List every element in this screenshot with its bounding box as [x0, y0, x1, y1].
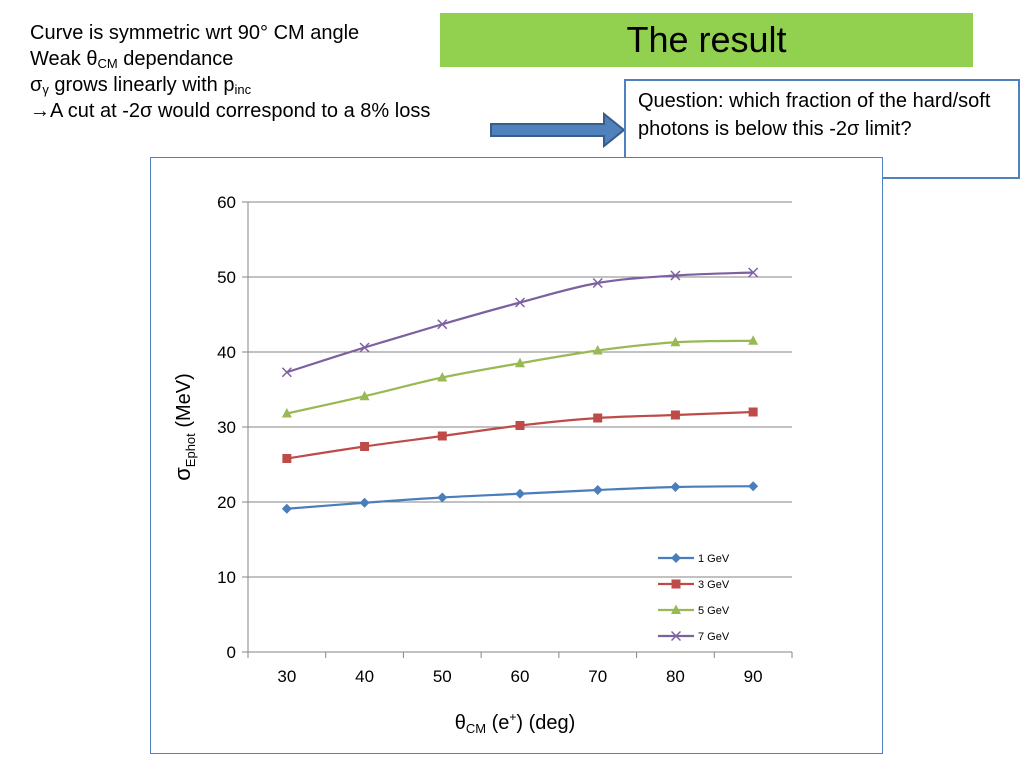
legend-marker [671, 579, 681, 589]
series-3-gev [282, 407, 758, 463]
x-tick-label: 50 [433, 667, 452, 686]
data-point [437, 319, 448, 330]
y-tick-label: 60 [217, 193, 236, 212]
data-point [670, 336, 681, 347]
legend: 1 GeV 3 GeV 5 GeV 7 GeV [658, 553, 730, 643]
data-point [515, 357, 525, 368]
data-point [359, 390, 370, 401]
note-line-2: Weak θCM dependance [30, 48, 234, 71]
legend-entry: 3 GeV [658, 579, 730, 591]
data-point [281, 503, 292, 514]
data-point [359, 497, 370, 508]
series-5-gev [281, 335, 759, 418]
data-point [437, 492, 448, 503]
data-point [592, 345, 603, 355]
question-text: Question: which fraction of the hard/sof… [638, 90, 991, 140]
x-axis-title: θCM (e+) (deg) [455, 710, 576, 736]
note-line-4: →A cut at -2σ would correspond to a 8% l… [30, 100, 431, 122]
chart-frame [150, 157, 883, 754]
series-line [286, 271, 754, 374]
grid-lines [248, 201, 792, 578]
legend-entry: 1 GeV [658, 553, 730, 565]
y-tick-label: 20 [217, 493, 236, 512]
x-tick-label: 70 [588, 667, 607, 686]
data-point [670, 270, 681, 281]
x-tick-label: 30 [277, 667, 296, 686]
data-point [748, 407, 758, 417]
legend-entry: 5 GeV [658, 604, 730, 617]
legend-marker [671, 604, 681, 614]
legend-marker [671, 553, 681, 563]
notes-text: Curve is symmetric wrt 90° CM angle Weak… [30, 20, 450, 124]
y-tick-label: 10 [217, 568, 236, 587]
axis-titles: θCM (e+) (deg) σEphot (MeV) [170, 373, 575, 736]
data-point [437, 431, 447, 441]
legend-marker [670, 630, 682, 642]
data-point [593, 413, 603, 423]
data-point [592, 485, 603, 495]
legend-label: 5 GeV [698, 605, 730, 617]
data-point [515, 421, 525, 430]
x-tick-label: 90 [744, 667, 763, 686]
legend-label: 3 GeV [698, 579, 730, 591]
data-point [360, 442, 370, 451]
slide-title: The result [440, 13, 973, 67]
line-chart: 0 10 20 30 40 50 60 30 40 50 60 70 80 90 1 GeV 3 GeV 5 … [170, 193, 793, 736]
series [281, 267, 759, 514]
data-point [282, 454, 292, 463]
data-point [359, 342, 370, 353]
y-axis-title: σEphot (MeV) [170, 373, 198, 481]
series-line [286, 410, 754, 460]
data-point [670, 410, 680, 420]
data-point [592, 277, 603, 289]
data-point [514, 297, 526, 308]
data-point [437, 372, 448, 382]
note-line-1: Curve is symmetric wrt 90° CM angle [30, 22, 360, 44]
x-tick-label: 80 [666, 667, 685, 686]
y-tick-label: 50 [217, 268, 236, 287]
y-tick-label: 0 [227, 643, 236, 662]
series-7-gev [281, 267, 759, 378]
block-arrow-icon [490, 111, 626, 149]
data-point [281, 367, 292, 378]
legend-entry: 7 GeV [658, 630, 730, 643]
arrow-right-icon: → [30, 100, 50, 122]
y-tick-label: 30 [217, 418, 236, 437]
data-point [748, 481, 759, 492]
x-tick-label: 40 [355, 667, 374, 686]
slide-title-text: The result [626, 19, 787, 60]
note-line-3: σγ grows linearly with pinc [30, 74, 252, 97]
data-point [748, 335, 759, 345]
y-tick-label: 40 [217, 343, 236, 362]
data-point [515, 488, 525, 499]
data-point [281, 408, 292, 418]
x-tick-label: 60 [511, 667, 530, 686]
legend-label: 7 GeV [698, 631, 730, 643]
axes: 0 10 20 30 40 50 60 30 40 50 60 70 80 90 [217, 193, 793, 686]
series-1-gev [281, 481, 759, 514]
data-point [670, 482, 681, 492]
legend-label: 1 GeV [698, 553, 730, 565]
data-point [748, 267, 759, 278]
